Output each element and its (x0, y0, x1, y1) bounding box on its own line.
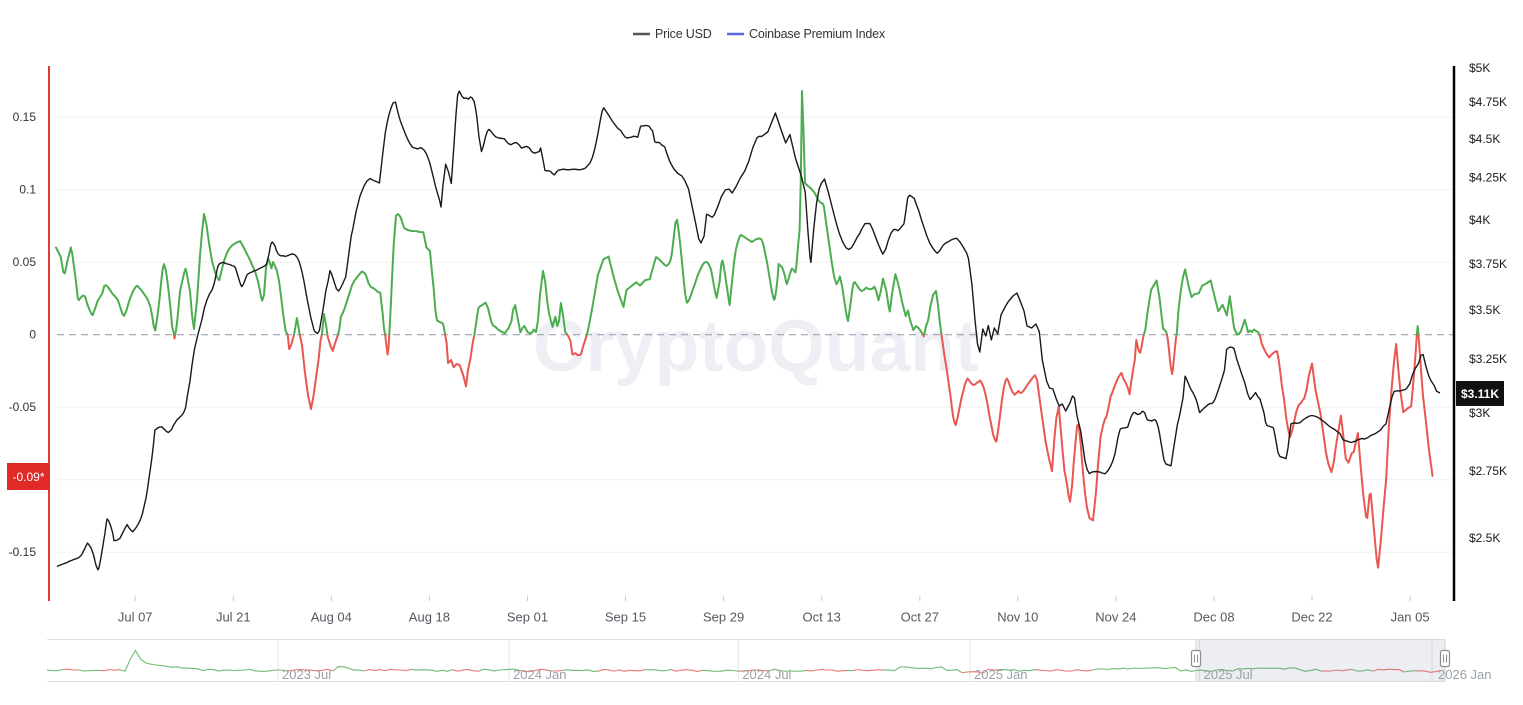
svg-text:$2.5K: $2.5K (1469, 531, 1500, 545)
svg-text:2023 Jul: 2023 Jul (282, 667, 331, 682)
svg-text:2025 Jan: 2025 Jan (974, 667, 1028, 682)
svg-text:-0.15: -0.15 (9, 545, 37, 559)
svg-text:-0.05: -0.05 (9, 400, 37, 414)
svg-text:Oct 13: Oct 13 (803, 610, 841, 625)
svg-text:2024 Jul: 2024 Jul (742, 667, 791, 682)
svg-text:2026 Jan: 2026 Jan (1438, 667, 1492, 682)
svg-text:Nov 10: Nov 10 (997, 610, 1038, 625)
svg-text:Price USD: Price USD (655, 27, 712, 41)
svg-text:2025 Jul: 2025 Jul (1204, 667, 1253, 682)
svg-text:$3K: $3K (1469, 406, 1490, 420)
svg-text:Aug 04: Aug 04 (311, 610, 352, 625)
svg-text:2024 Jan: 2024 Jan (513, 667, 567, 682)
svg-text:$3.75K: $3.75K (1469, 257, 1507, 271)
svg-text:Oct 27: Oct 27 (901, 610, 939, 625)
svg-text:Jan 05: Jan 05 (1391, 610, 1430, 625)
svg-text:$4.5K: $4.5K (1469, 132, 1500, 146)
svg-text:$4K: $4K (1469, 213, 1490, 227)
svg-text:$3.25K: $3.25K (1469, 352, 1507, 366)
svg-text:Sep 01: Sep 01 (507, 610, 548, 625)
svg-text:$3.11K: $3.11K (1461, 387, 1499, 401)
svg-text:$3.5K: $3.5K (1469, 303, 1500, 317)
svg-text:Jul 07: Jul 07 (118, 610, 153, 625)
svg-text:Coinbase Premium Index: Coinbase Premium Index (749, 27, 886, 41)
svg-text:0: 0 (29, 328, 36, 342)
svg-text:$5K: $5K (1469, 61, 1490, 75)
svg-text:$4.75K: $4.75K (1469, 95, 1507, 109)
svg-text:Aug 18: Aug 18 (409, 610, 450, 625)
svg-text:0.05: 0.05 (13, 255, 37, 269)
svg-text:Sep 15: Sep 15 (605, 610, 646, 625)
svg-text:CryptoQuant: CryptoQuant (533, 306, 979, 387)
svg-text:Sep 29: Sep 29 (703, 610, 744, 625)
svg-text:$2.75K: $2.75K (1469, 464, 1507, 478)
svg-text:0.1: 0.1 (19, 183, 36, 197)
svg-text:Dec 08: Dec 08 (1193, 610, 1234, 625)
svg-text:$4.25K: $4.25K (1469, 171, 1507, 185)
svg-text:Dec 22: Dec 22 (1291, 610, 1332, 625)
svg-text:-0.09*: -0.09* (12, 470, 44, 484)
svg-text:Nov 24: Nov 24 (1095, 610, 1136, 625)
svg-text:Jul 21: Jul 21 (216, 610, 251, 625)
svg-text:0.15: 0.15 (13, 110, 37, 124)
